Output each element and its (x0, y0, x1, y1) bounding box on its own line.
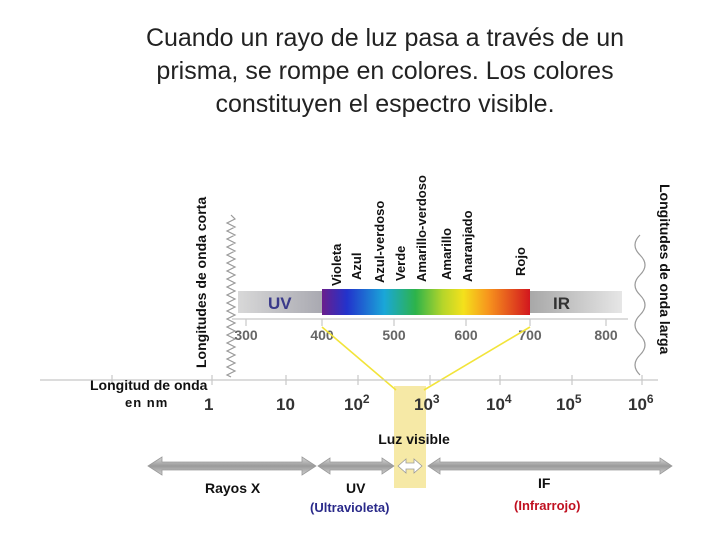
svg-text:104: 104 (486, 392, 512, 414)
scale-exponent: 6 (647, 392, 654, 406)
color-name-amarillo: Amarillo (439, 228, 454, 280)
scale-exponent: 5 (575, 392, 582, 406)
scale-value: 10 (628, 395, 647, 414)
visible-light-label: Luz visible (378, 431, 450, 447)
short-wavelength-label: Longitudes de onda corta (193, 197, 209, 368)
nm-tick: 600 (454, 327, 478, 343)
uv-range-arrow (317, 457, 395, 475)
nm-tick: 300 (234, 327, 258, 343)
color-name-anaranjado: Anaranjado (460, 210, 475, 282)
wavelength-scale: 1 10 102 103 104 105 106 (204, 392, 654, 414)
visible-light-band (394, 386, 426, 488)
page-title: Cuando un rayo de luz pasa a través de u… (90, 22, 680, 121)
uv-band (238, 291, 324, 313)
long-wave-icon (634, 234, 646, 376)
visible-range-arrow (397, 458, 423, 474)
ir-bar-label: IR (553, 294, 570, 313)
color-name-rojo: Rojo (513, 247, 528, 276)
color-name-violeta: Violeta (329, 243, 344, 286)
region-labels: Rayos X UV (Ultravioleta) IF (Infrarrojo… (205, 475, 580, 515)
wavelength-label: Longitud de onda (90, 377, 208, 393)
title-line-2: prisma, se rompe en colores. Los colores (156, 57, 614, 85)
color-names: Violeta Azul Azul-verdoso Verde Amarillo… (329, 175, 528, 286)
nm-tick: 400 (310, 327, 334, 343)
color-name-azul: Azul (349, 253, 364, 280)
ir-region-label: IF (538, 475, 551, 491)
ir-range-arrow (427, 457, 673, 475)
scale-exponent: 4 (505, 392, 512, 406)
svg-text:1: 1 (204, 395, 213, 414)
spectrum-bar: UV IR (238, 289, 622, 315)
scale-exponent: 3 (433, 392, 440, 406)
xray-range-arrow (147, 456, 317, 476)
wavelength-axis (40, 375, 658, 385)
ir-band (530, 291, 622, 313)
svg-text:10: 10 (276, 395, 295, 414)
svg-text:102: 102 (344, 392, 370, 414)
visible-spectrum (322, 289, 530, 315)
svg-text:105: 105 (556, 392, 582, 414)
short-wave-icon (225, 214, 237, 378)
uv-note-label: (Ultravioleta) (310, 500, 389, 515)
nm-tick-labels: 300 400 500 600 700 800 (234, 327, 618, 343)
region-arrows (147, 456, 673, 476)
scale-value: 10 (556, 395, 575, 414)
scale-value: 1 (204, 395, 213, 414)
title-line-3: constituyen el espectro visible. (215, 90, 555, 118)
scale-exponent: 2 (363, 392, 370, 406)
svg-text:103: 103 (414, 392, 440, 414)
xray-label: Rayos X (205, 480, 261, 496)
scale-value: 10 (486, 395, 505, 414)
color-name-verde: Verde (393, 246, 408, 281)
scale-value: 10 (414, 395, 433, 414)
scale-value: 10 (276, 395, 295, 414)
svg-text:106: 106 (628, 392, 654, 414)
nm-tick: 700 (518, 327, 542, 343)
title-line-1: Cuando un rayo de luz pasa a través de u… (145, 24, 625, 52)
nm-tick: 500 (382, 327, 406, 343)
color-name-amarillo-verdoso: Amarillo-verdoso (414, 175, 429, 282)
color-name-azul-verdoso: Azul-verdoso (372, 201, 387, 283)
uv-region-label: UV (346, 480, 366, 496)
wavelength-unit: en nm (125, 395, 168, 410)
uv-bar-label: UV (268, 294, 292, 313)
nm-tick: 800 (594, 327, 618, 343)
ir-note-label: (Infrarrojo) (514, 498, 580, 513)
long-wavelength-label: Longitudes de onda larga (657, 184, 673, 355)
scale-value: 10 (344, 395, 363, 414)
nm-ruler (232, 318, 628, 326)
